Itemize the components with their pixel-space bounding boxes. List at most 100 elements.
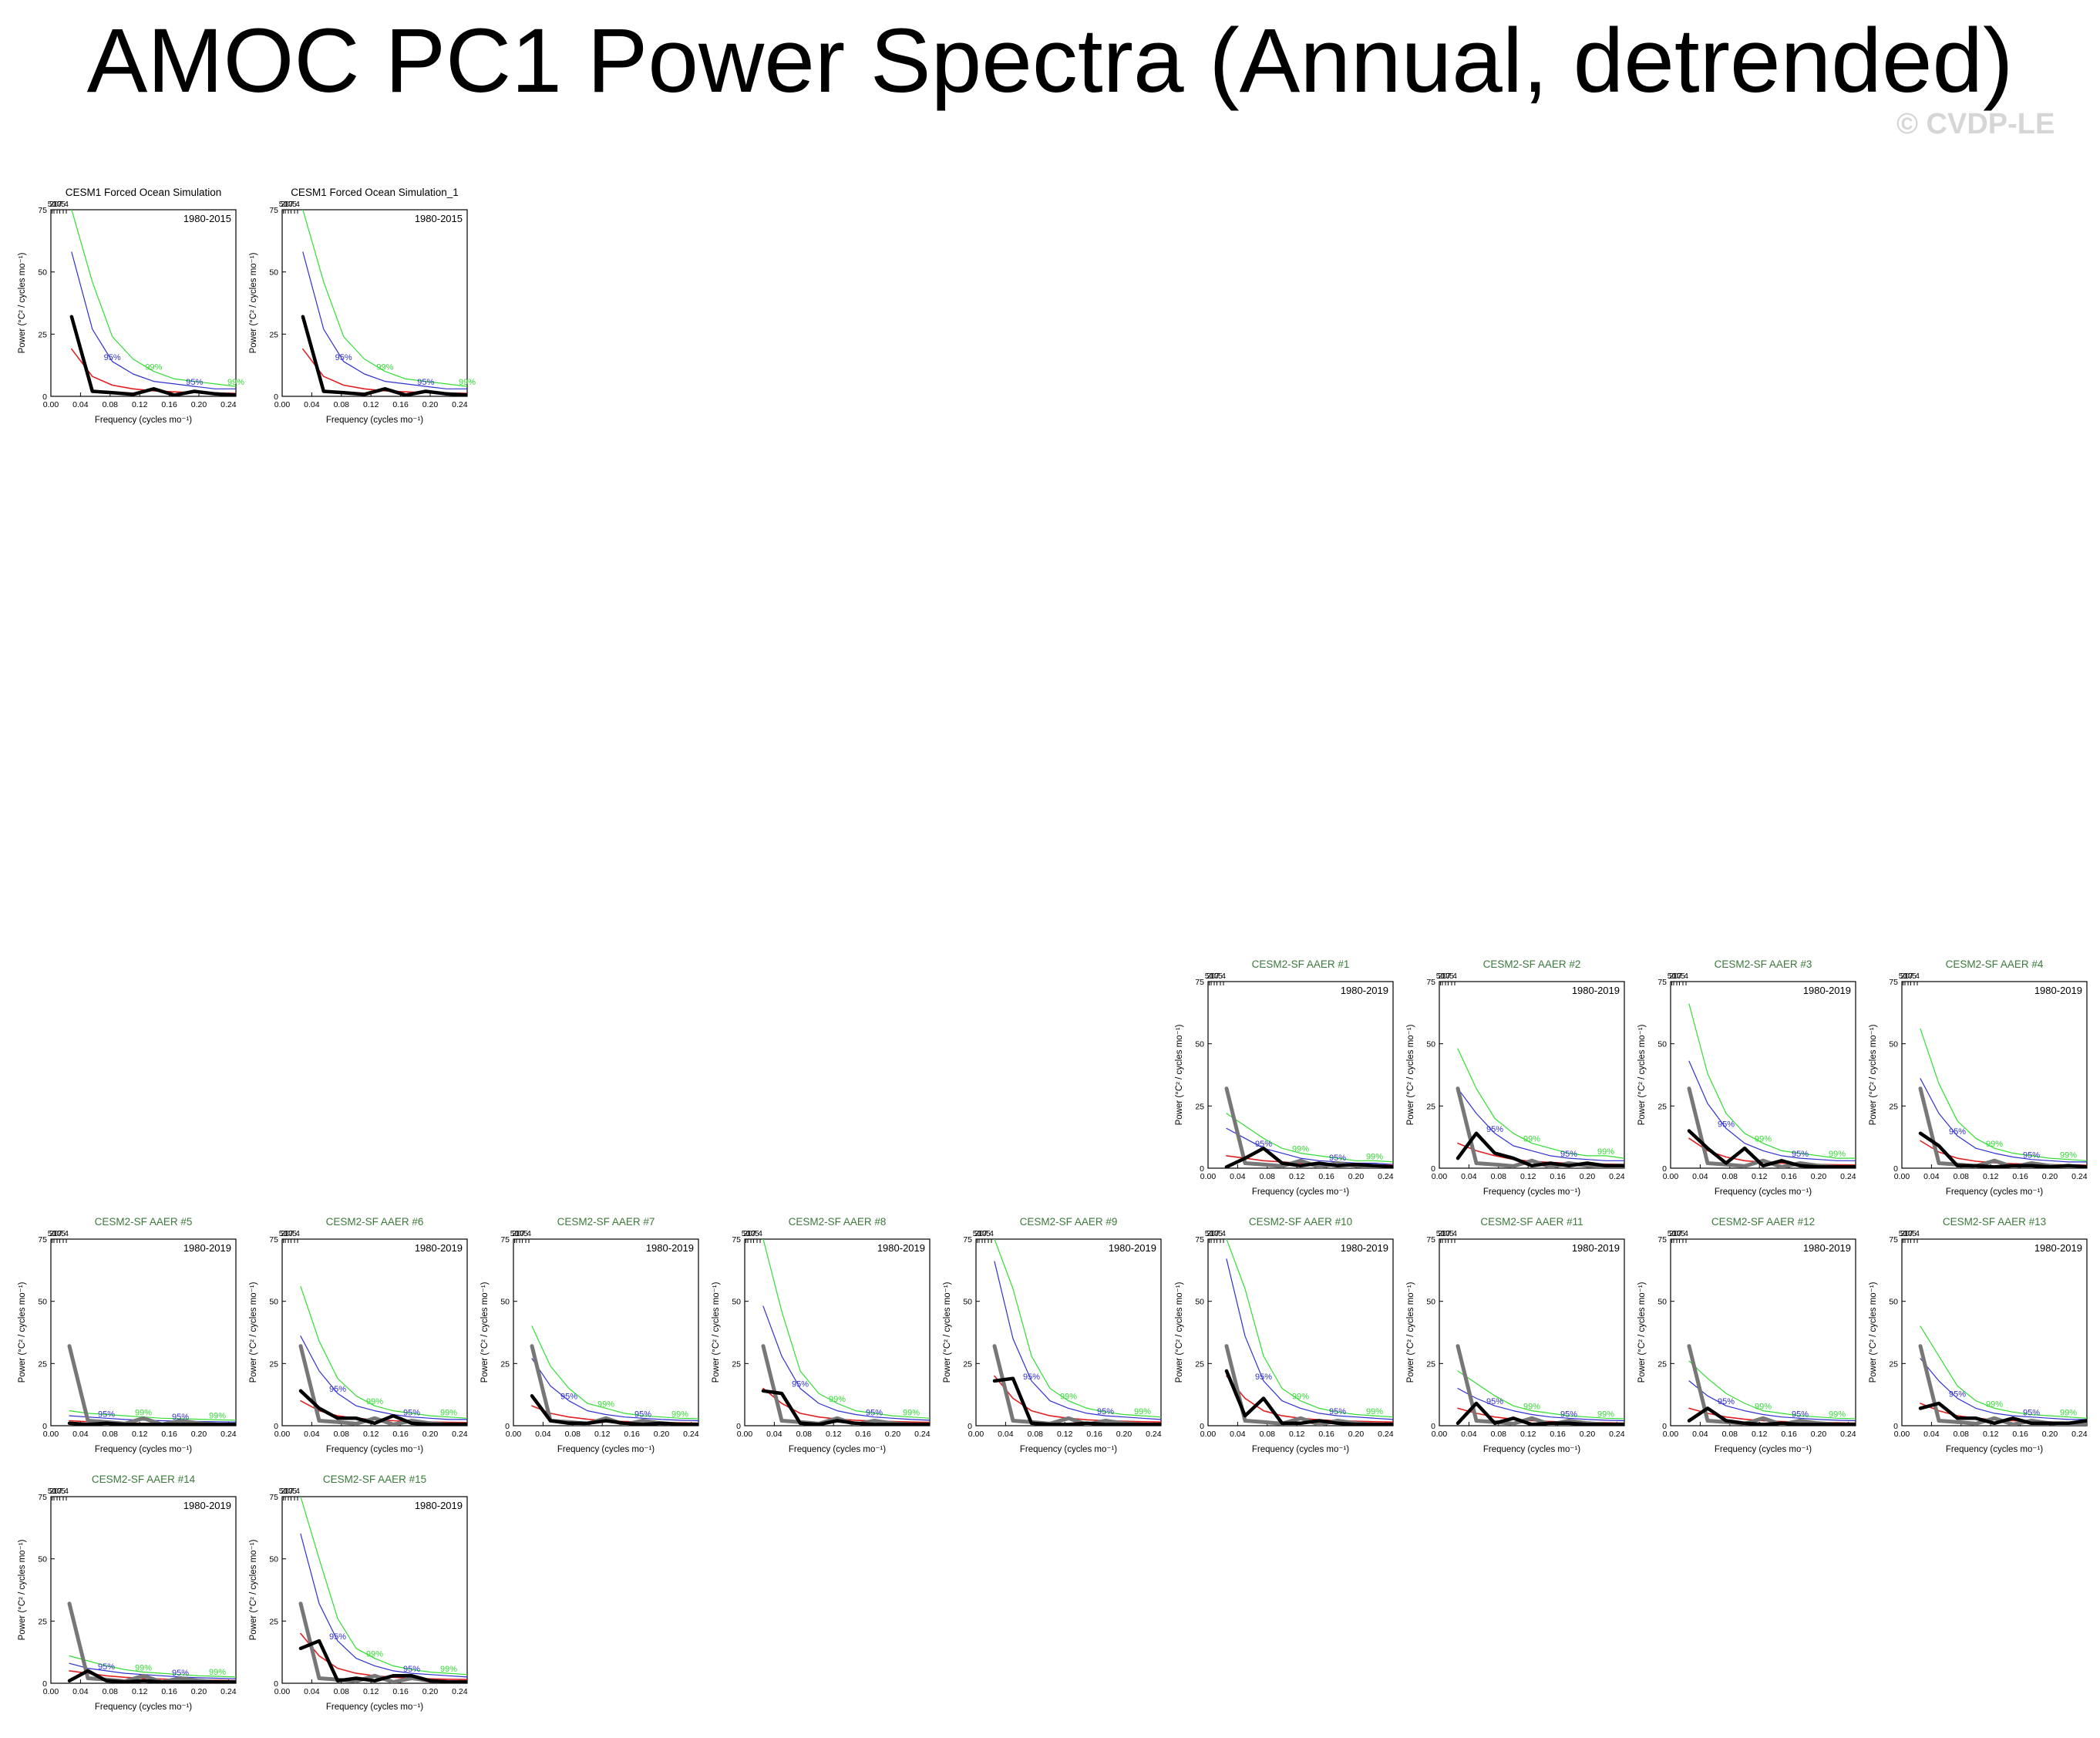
period-tick-label: 7 — [1215, 1229, 1220, 1238]
x-axis-label: Frequency (cycles mo⁻¹) — [1483, 1445, 1580, 1454]
x-tick-label: 0.04 — [766, 1430, 782, 1439]
y-tick-label: 0 — [1893, 1164, 1898, 1174]
x-tick-label: 0.08 — [1722, 1172, 1738, 1181]
ci95-label: 95% — [634, 1410, 651, 1419]
y-tick-label: 0 — [505, 1422, 510, 1431]
ci99-label: 99% — [1597, 1147, 1614, 1157]
period-tick-label: 50 — [279, 1487, 288, 1496]
x-tick-label: 0.12 — [132, 1430, 148, 1439]
x-tick-label: 0.04 — [304, 1430, 320, 1439]
x-tick-label: 0.00 — [1894, 1430, 1910, 1439]
panel-title: CESM2-SF AAER #4 — [1946, 958, 2044, 970]
series-ci-95-line — [1457, 1387, 1624, 1422]
period-tick-label: 20 — [281, 1487, 290, 1496]
ci99-label: 99% — [376, 363, 393, 372]
series-ci-95-line — [1920, 1358, 2087, 1420]
ci95-label: 95% — [1255, 1140, 1272, 1149]
panel-series — [298, 1285, 467, 1426]
period-tick-label: 4 — [527, 1229, 531, 1238]
series-ci-99-line — [1226, 1239, 1393, 1418]
ci95-label: 95% — [98, 1662, 115, 1672]
series-ci-99-line — [762, 1239, 930, 1419]
x-tick-label: 0.00 — [1200, 1172, 1217, 1181]
series-ci-99-line — [1920, 1028, 2087, 1161]
period-tick-label: 7 — [1909, 972, 1913, 981]
ci95-label: 95% — [186, 378, 203, 387]
series-spectrum-line — [1687, 1129, 1856, 1168]
y-tick-label: 25 — [500, 1359, 510, 1369]
series-ci-95-line — [1226, 1127, 1393, 1165]
x-axis-label: Frequency (cycles mo⁻¹) — [1483, 1187, 1580, 1197]
y-tick-label: 50 — [38, 268, 47, 278]
ci99-label: 99% — [1597, 1410, 1614, 1419]
ci95-label: 95% — [2023, 1409, 2040, 1418]
y-axis-label: Power (°C² / cycles mo⁻¹) — [1406, 1282, 1415, 1383]
x-tick-label: 0.00 — [274, 1430, 291, 1439]
series-spectrum-line — [761, 1389, 930, 1426]
series-ci-99-line — [300, 1497, 467, 1676]
ci95-label: 95% — [1023, 1373, 1040, 1382]
page-title: AMOC PC1 Power Spectra (Annual, detrende… — [86, 10, 2014, 112]
y-tick-label: 0 — [1431, 1164, 1435, 1174]
period-tick-label: 50 — [1205, 1229, 1214, 1238]
x-tick-label: 0.04 — [72, 400, 89, 409]
period-tick-label: 50 — [1899, 972, 1908, 981]
series-spectrum-line — [298, 1639, 467, 1683]
x-tick-label: 0.04 — [304, 1687, 320, 1696]
ci95-label: 95% — [403, 1409, 420, 1418]
y-tick-label: 75 — [1195, 978, 1204, 987]
y-tick-label: 0 — [1662, 1164, 1667, 1174]
panel-series — [301, 210, 467, 396]
ci95-label: 95% — [1949, 1127, 1966, 1137]
x-tick-label: 0.12 — [1983, 1172, 1999, 1181]
x-tick-label: 0.12 — [1752, 1172, 1768, 1181]
ci95-label: 95% — [1255, 1373, 1272, 1382]
series-spectrum-line — [1456, 1131, 1624, 1168]
x-tick-label: 0.04 — [1230, 1430, 1246, 1439]
panel-frame — [1207, 1238, 1394, 1426]
ci95-label: 95% — [98, 1410, 115, 1419]
y-axis-label: Power (°C² / cycles mo⁻¹) — [480, 1282, 490, 1383]
period-tick-label: 5 — [1681, 972, 1685, 981]
y-tick-label: 50 — [500, 1298, 510, 1307]
y-tick-label: 75 — [963, 1235, 972, 1245]
ci99-label: 99% — [2060, 1151, 2077, 1160]
period-tick-label: 4 — [64, 1487, 69, 1496]
y-tick-label: 50 — [1426, 1040, 1435, 1049]
x-tick-label: 0.00 — [968, 1430, 984, 1439]
y-axis-label: Power (°C² / cycles mo⁻¹) — [943, 1282, 952, 1383]
x-tick-label: 0.04 — [1230, 1172, 1246, 1181]
panel-title: CESM2-SF AAER #3 — [1715, 958, 1812, 970]
y-tick-label: 75 — [269, 1493, 278, 1502]
panel-series — [1224, 1086, 1393, 1168]
x-tick-label: 0.12 — [363, 400, 379, 409]
x-tick-label: 0.08 — [565, 1430, 581, 1439]
ci99-label: 99% — [1829, 1410, 1846, 1419]
panel-title: CESM2-SF AAER #7 — [557, 1216, 655, 1228]
ci95-label: 95% — [172, 1413, 189, 1422]
spectrum-panel-9: CESM2-SF AAER #7 1980-2019 0.00 0.04 0.08 0.1… — [480, 1216, 699, 1454]
panel-years-label: 1980-2019 — [1341, 985, 1388, 996]
panel-years-label: 1980-2019 — [183, 1242, 231, 1254]
y-tick-label: 50 — [1426, 1298, 1435, 1307]
y-tick-label: 50 — [38, 1298, 47, 1307]
series-ci-99-line — [1457, 1048, 1624, 1159]
x-tick-label: 0.12 — [1289, 1172, 1305, 1181]
y-tick-label: 75 — [1657, 1235, 1667, 1245]
spectrum-panel-11: CESM2-SF AAER #9 1980-2019 0.00 0.04 0.08 0.1… — [943, 1216, 1162, 1454]
y-tick-label: 0 — [42, 1679, 47, 1689]
panel-frame — [281, 209, 468, 397]
period-tick-label: 7 — [1678, 972, 1682, 981]
period-tick-label: 20 — [281, 1229, 290, 1238]
x-tick-label: 0.16 — [2012, 1172, 2028, 1181]
period-tick-label: 5 — [1218, 972, 1223, 981]
period-tick-label: 5 — [1218, 1229, 1223, 1238]
x-tick-label: 0.08 — [103, 1430, 119, 1439]
x-tick-label: 0.24 — [683, 1430, 699, 1439]
x-tick-label: 0.24 — [1609, 1172, 1625, 1181]
ci99-label: 99% — [597, 1399, 614, 1409]
x-tick-label: 0.16 — [161, 1430, 177, 1439]
x-tick-label: 0.20 — [1348, 1172, 1365, 1181]
x-tick-label: 0.00 — [1200, 1430, 1217, 1439]
series-ci-95-line — [1920, 1078, 2087, 1163]
